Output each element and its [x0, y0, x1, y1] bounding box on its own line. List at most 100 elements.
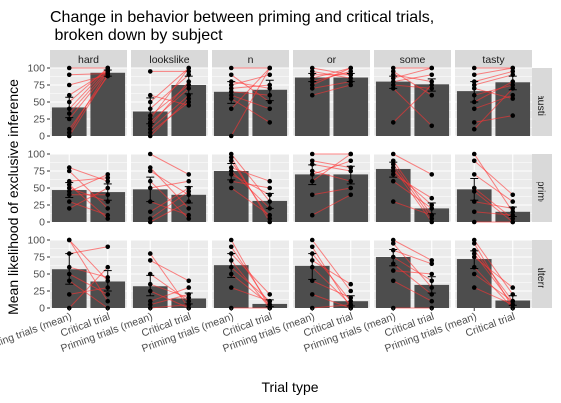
subject-line — [68, 67, 109, 110]
subject-line — [68, 69, 109, 114]
subject-line — [312, 70, 351, 79]
strip-row-noprime — [532, 154, 552, 222]
panel-exhaustive-n — [212, 65, 289, 139]
subject-line — [150, 283, 189, 299]
subject-point — [309, 92, 315, 98]
subject-point — [228, 133, 234, 139]
subject-line — [312, 280, 351, 299]
subject-line — [68, 280, 109, 309]
subject-point — [471, 106, 477, 112]
subject-line — [312, 81, 351, 89]
subject-point — [390, 237, 396, 243]
strip-col-or — [293, 50, 370, 68]
subject-line — [473, 243, 514, 309]
subject-line — [149, 180, 190, 219]
subject-point — [471, 126, 477, 132]
panel-noprime-tasty — [455, 151, 532, 225]
panels-layer: hard lookslike n or some tasty exhaustive nopri… — [0, 50, 552, 355]
subject-line — [230, 153, 271, 202]
subject-point — [309, 237, 315, 243]
subject-point — [348, 185, 354, 191]
subject-point — [267, 72, 273, 78]
strip-col-tasty — [455, 50, 532, 68]
subject-point — [228, 244, 234, 250]
subject-point — [510, 113, 516, 118]
subject-line — [312, 187, 351, 196]
y-tick-label: 100 — [27, 149, 45, 161]
subject-line — [474, 87, 513, 100]
subject-point — [186, 172, 192, 177]
subject-point — [348, 158, 354, 164]
subject-line — [312, 84, 351, 96]
subject-point — [390, 151, 396, 157]
subject-point — [510, 69, 516, 74]
subject-point — [390, 178, 396, 184]
subject-line — [69, 187, 108, 209]
subject-point — [309, 65, 315, 71]
panel-exhaustive-lookslike — [131, 65, 208, 139]
subject-point — [309, 158, 315, 164]
subject-line — [69, 74, 108, 86]
panel-noprime-n — [212, 151, 289, 225]
subject-line — [312, 70, 351, 83]
subject-line — [473, 191, 514, 223]
subject-point — [147, 165, 153, 170]
subject-line — [392, 170, 433, 206]
subject-point — [105, 298, 111, 304]
subject-line — [392, 70, 433, 96]
subject-line — [312, 304, 351, 309]
subject-point — [228, 185, 234, 191]
strip-label-tasty: tasty — [482, 54, 505, 66]
y-tick-label: 75 — [33, 252, 45, 264]
subject-line — [392, 256, 433, 282]
subject-point — [471, 120, 477, 125]
subject-point — [348, 151, 354, 157]
subject-point — [147, 133, 153, 139]
subject-point — [105, 206, 111, 211]
subject-line — [231, 81, 270, 89]
subject-line — [311, 266, 352, 305]
subject-point — [66, 165, 72, 170]
subject-line — [68, 239, 109, 302]
subject-point — [228, 106, 234, 112]
subject-point — [309, 69, 315, 74]
subject-point — [147, 123, 153, 129]
subject-point — [429, 195, 435, 201]
subject-line — [312, 170, 351, 182]
subject-point — [348, 288, 354, 294]
subject-point — [147, 216, 153, 221]
subject-point — [390, 278, 396, 284]
subject-line — [393, 249, 432, 265]
strip-label-lookslike: lookslike — [149, 54, 189, 66]
subject-point — [309, 86, 315, 91]
y-tick-label: 100 — [27, 235, 45, 247]
panel-trong_alternative-lookslike — [131, 239, 208, 311]
subject-point — [471, 151, 477, 157]
subject-point — [147, 69, 153, 74]
y-axis-title: Mean likelihood of exclusive inference — [5, 79, 21, 315]
subject-line — [68, 170, 109, 209]
subject-line — [149, 253, 190, 309]
subject-line — [474, 84, 513, 96]
subject-line — [149, 67, 190, 103]
subject-point — [429, 219, 435, 225]
subject-point — [309, 192, 315, 198]
subject-line — [149, 101, 190, 133]
subject-line — [149, 67, 190, 120]
subject-point — [186, 96, 192, 101]
subject-point — [147, 126, 153, 132]
subject-point — [390, 199, 396, 204]
strip-label-noprime: noprime — [535, 169, 547, 207]
subject-line — [230, 266, 271, 302]
subject-point — [348, 82, 354, 88]
subject-line — [474, 211, 513, 216]
subject-point — [267, 219, 273, 225]
subject-line — [473, 173, 514, 203]
subject-point — [66, 72, 72, 78]
subject-line — [68, 71, 109, 120]
subject-point — [66, 133, 72, 139]
subject-line — [69, 287, 108, 295]
panel-exhaustive-or — [293, 65, 370, 137]
subject-line — [312, 163, 351, 172]
subject-line — [473, 266, 514, 309]
